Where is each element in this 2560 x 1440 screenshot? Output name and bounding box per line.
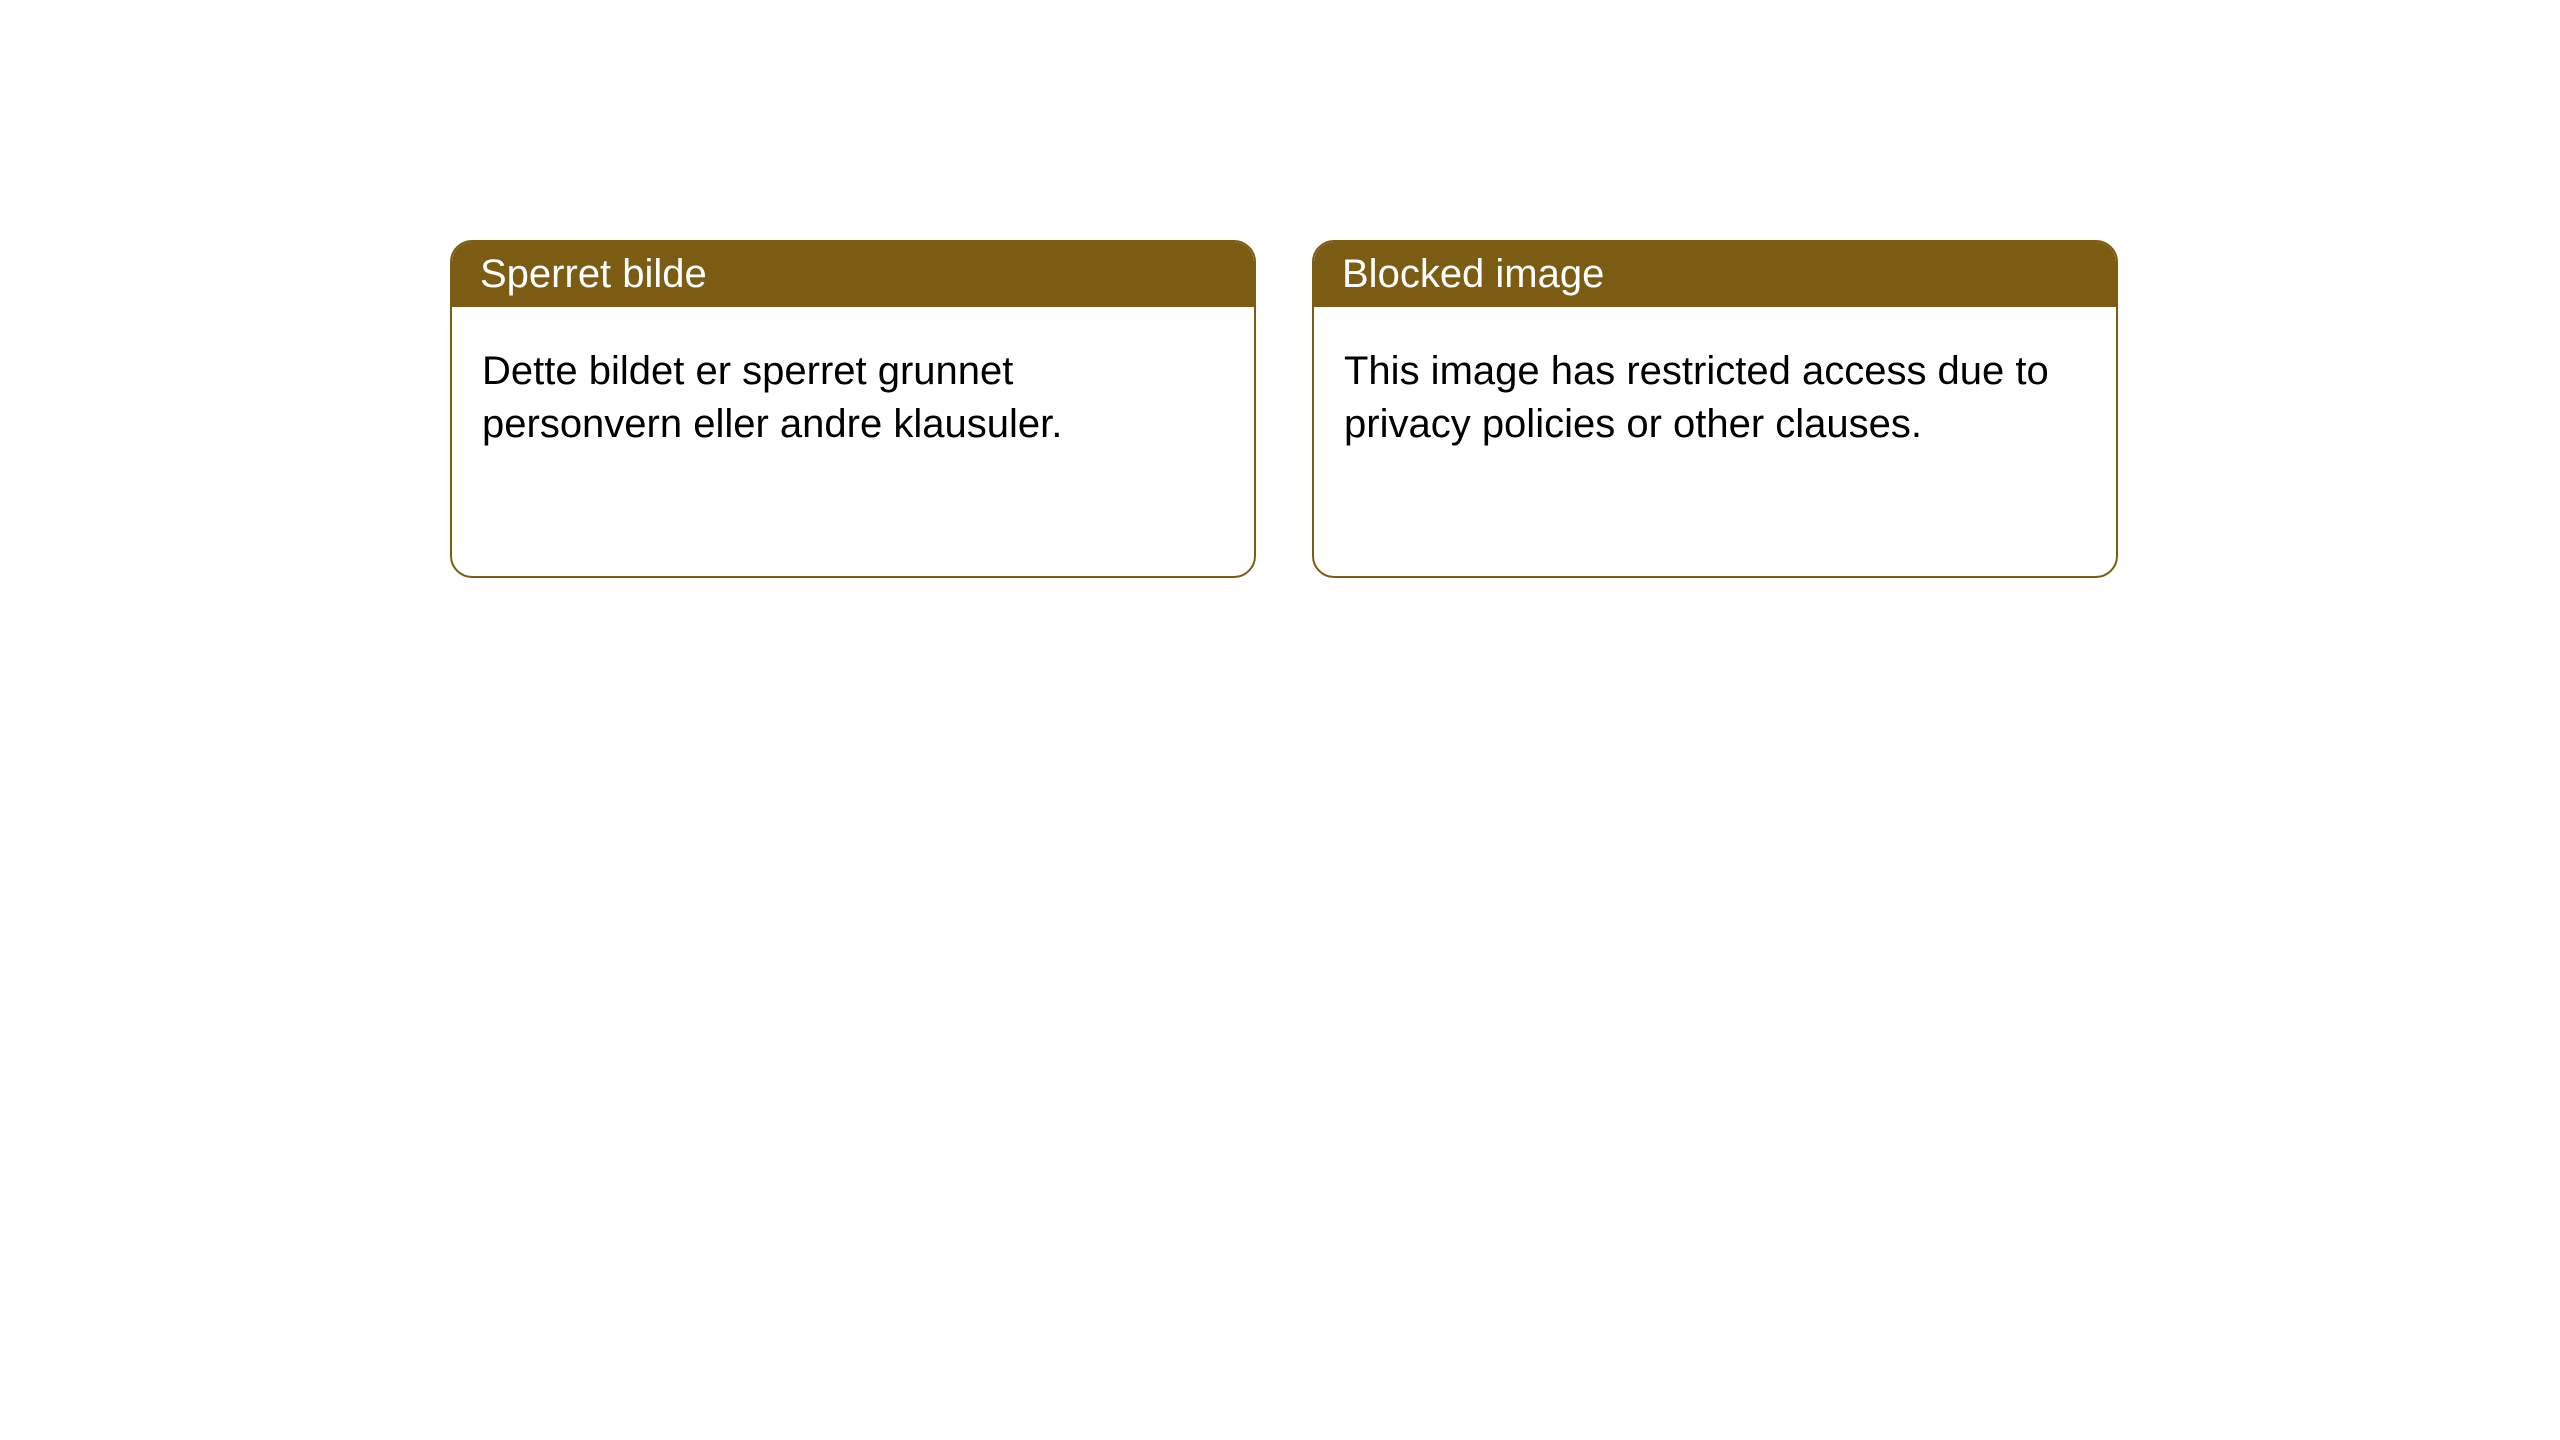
notice-card-norwegian: Sperret bilde Dette bildet er sperret gr…	[450, 240, 1256, 578]
notice-message: Dette bildet er sperret grunnet personve…	[482, 349, 1062, 446]
notice-card-english: Blocked image This image has restricted …	[1312, 240, 2118, 578]
notice-header: Sperret bilde	[452, 242, 1254, 307]
notice-body: Dette bildet er sperret grunnet personve…	[452, 307, 1254, 489]
notice-title: Blocked image	[1342, 252, 1604, 296]
notice-message: This image has restricted access due to …	[1344, 349, 2049, 446]
notice-container: Sperret bilde Dette bildet er sperret gr…	[0, 0, 2560, 578]
notice-header: Blocked image	[1314, 242, 2116, 307]
notice-body: This image has restricted access due to …	[1314, 307, 2116, 489]
notice-title: Sperret bilde	[480, 252, 707, 296]
